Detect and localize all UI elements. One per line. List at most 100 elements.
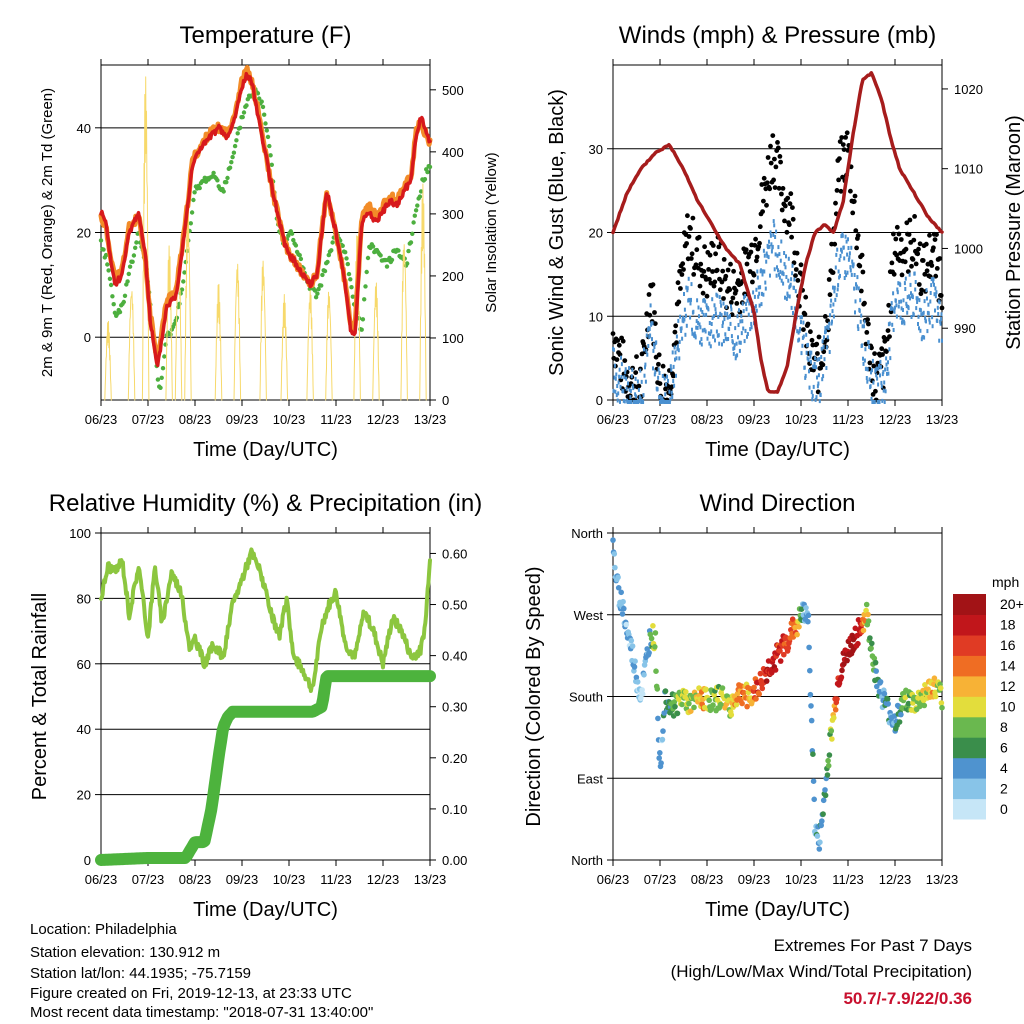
sonic-wind-point (779, 258, 782, 263)
dewpoint-point (360, 317, 366, 322)
dewpoint-point (346, 271, 352, 277)
sonic-wind-point (932, 279, 935, 284)
gust-point (675, 280, 681, 286)
dewpoint-point (340, 243, 345, 248)
sonic-wind-point (857, 286, 860, 291)
dewpoint-point (130, 259, 135, 264)
colorbar-title: mph (992, 574, 1019, 590)
gust-point (902, 259, 908, 265)
dewpoint-point (177, 301, 182, 306)
dewpoint-point (191, 197, 196, 203)
wdir-title: Wind Direction (699, 490, 855, 517)
sonic-wind-point (899, 315, 902, 320)
wdir-y-tick-label: North (571, 853, 603, 868)
wind-direction-point (863, 601, 870, 608)
sonic-wind-point (644, 365, 646, 370)
sonic-wind-point (684, 332, 687, 337)
gust-point (872, 351, 877, 356)
dewpoint-point (329, 248, 334, 253)
wind-direction-point (753, 696, 759, 702)
sonic-wind-point (807, 342, 809, 347)
colorbar-label: 16 (1000, 637, 1016, 653)
dewpoint-point (240, 114, 245, 120)
sonic-wind-point (906, 295, 909, 300)
sonic-wind-point (894, 298, 897, 303)
colorbar-label: 2 (1000, 780, 1008, 796)
sonic-wind-point (739, 319, 742, 324)
sonic-wind-point (855, 282, 857, 287)
gust-point (751, 272, 757, 278)
sonic-wind-point (816, 357, 819, 362)
gust-point (614, 357, 620, 362)
sonic-wind-point (919, 308, 922, 313)
dewpoint-point (259, 99, 264, 104)
sonic-wind-point (674, 357, 676, 362)
gust-point (886, 302, 892, 308)
wind-direction-point (884, 696, 891, 702)
sonic-wind-point (671, 395, 674, 399)
sonic-wind-point (701, 310, 704, 314)
footer-elevation: Station elevation: 130.912 m (30, 944, 221, 961)
gust-point (915, 251, 921, 257)
gust-point (827, 292, 833, 298)
sonic-wind-point (761, 291, 763, 296)
wind-direction-point (641, 672, 647, 678)
gust-point (776, 185, 782, 191)
sonic-wind-point (790, 305, 793, 310)
gust-point (809, 337, 815, 343)
wdir-y-tick-label: East (577, 771, 603, 786)
rh-xlabel: Time (Day/UTC) (193, 899, 338, 921)
sonic-wind-point (880, 380, 883, 385)
sonic-wind-point (882, 388, 885, 393)
sonic-wind-point (886, 371, 888, 376)
sonic-wind-point (913, 271, 916, 276)
sonic-wind-point (814, 397, 817, 402)
gust-point (805, 321, 811, 327)
sonic-wind-point (725, 337, 728, 342)
wdir-x-tick-label: 07/23 (644, 872, 677, 887)
wind-direction-point (874, 683, 880, 690)
gust-point (733, 288, 739, 294)
sonic-wind-point (909, 296, 911, 301)
wind-direction-point (817, 839, 823, 845)
sonic-wind-point (620, 375, 623, 379)
sonic-wind-point (828, 321, 831, 326)
gust-point (777, 154, 783, 159)
dewpoint-point (289, 231, 295, 236)
sonic-wind-point (687, 276, 690, 281)
wind-direction-point (676, 696, 682, 702)
wind-ylabel: Sonic Wind & Gust (Blue, Black) (546, 89, 568, 376)
gust-point (688, 256, 694, 261)
sonic-wind-point (934, 294, 937, 299)
sonic-wind-point (734, 356, 737, 361)
sonic-wind-point (900, 299, 903, 304)
dewpoint-point (257, 96, 262, 101)
sonic-wind-point (638, 399, 641, 403)
wdir-x-tick-label: 11/23 (832, 872, 864, 887)
sonic-wind-point (936, 319, 939, 323)
sonic-wind-point (936, 305, 939, 310)
sonic-wind-point (738, 340, 741, 345)
gust-point (721, 296, 726, 301)
sonic-wind-point (829, 313, 832, 318)
sonic-wind-point (879, 365, 882, 370)
gust-point (757, 240, 762, 246)
wind-direction-point (816, 846, 823, 852)
sonic-wind-point (742, 309, 745, 314)
gust-point (708, 280, 714, 286)
gust-point (840, 142, 846, 148)
wind-direction-point (865, 618, 872, 624)
gust-point (693, 262, 699, 268)
gust-point (840, 174, 845, 180)
rh-axes-frame (100, 532, 431, 861)
gust-point (616, 342, 622, 348)
sonic-wind-point (629, 388, 632, 393)
gust-point (768, 160, 774, 166)
sonic-wind-point (644, 379, 647, 384)
wind-x-tick-label: 11/23 (832, 412, 864, 427)
sonic-wind-point (612, 347, 615, 352)
sonic-wind-point (730, 334, 733, 339)
sonic-wind-point (651, 321, 654, 326)
sonic-wind-point (664, 392, 667, 397)
sonic-wind-point (702, 312, 705, 317)
